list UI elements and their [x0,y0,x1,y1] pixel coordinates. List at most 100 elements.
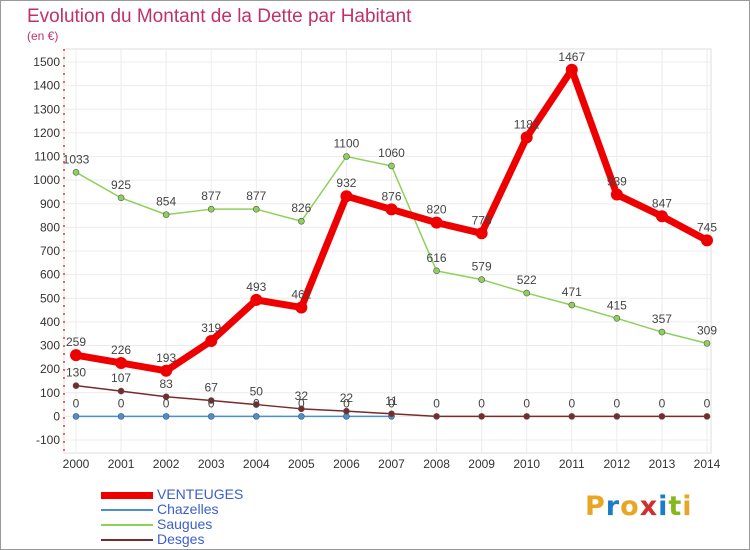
data-point-venteuges [160,364,173,377]
x-tick-label: 2008 [423,457,450,471]
data-point-saugues [252,205,260,213]
data-label-venteuges: 775 [472,213,492,227]
data-point-venteuges [115,356,128,369]
data-label-desges: 11 [385,394,398,408]
y-tick-label: 900 [40,197,60,211]
data-label-venteuges: 932 [336,176,356,190]
data-label-venteuges: 1467 [558,50,585,64]
legend-item: Desges [101,532,321,547]
x-tick-label: 2002 [153,457,180,471]
y-tick-label: 1300 [33,102,60,116]
data-point-saugues [117,194,125,202]
legend-swatch [101,509,153,511]
data-label-desges: 50 [250,385,264,399]
data-point-desges [523,413,531,420]
data-point-saugues [207,205,215,213]
data-point-saugues [613,315,621,322]
data-label-saugues: 1060 [378,146,405,160]
data-label-venteuges: 319 [201,321,221,335]
data-point-saugues [523,289,531,297]
data-label-desges: 0 [433,396,440,410]
data-point-venteuges [385,203,398,216]
data-label-saugues: 522 [517,273,537,287]
data-label-chazelles: 0 [343,396,350,410]
data-point-chazelles [72,413,80,420]
legend-item: VENTEUGES [101,487,321,502]
legend-label: Desges [157,531,205,547]
data-label-venteuges: 939 [607,175,627,189]
data-point-saugues [72,169,80,176]
data-label-venteuges: 461 [291,287,311,301]
data-label-saugues: 925 [111,178,131,192]
data-label-desges: 0 [478,396,485,410]
data-label-saugues: 616 [427,251,447,265]
y-tick-label: 1400 [33,79,60,93]
data-point-desges [162,393,170,401]
data-label-saugues: 579 [472,260,492,274]
data-label-chazelles: 0 [208,396,215,410]
data-label-venteuges: 226 [111,343,131,357]
data-point-desges [117,387,125,395]
data-point-desges [613,413,621,420]
data-point-desges [298,405,305,413]
x-tick-label: 2000 [63,457,90,471]
y-tick-label: 700 [40,244,60,258]
data-label-chazelles: 0 [73,396,80,410]
logo-letter: r [605,491,621,522]
logo-letter: i [658,491,669,522]
data-label-saugues: 357 [652,312,672,326]
data-label-venteuges: 745 [697,220,717,234]
data-point-venteuges [250,293,263,306]
x-tick-label: 2006 [333,457,360,471]
x-tick-label: 2011 [559,457,585,471]
data-point-desges [388,410,395,418]
y-tick-label: 500 [40,291,60,305]
data-label-desges: 0 [568,396,575,410]
data-point-venteuges [295,301,308,314]
legend-swatch [101,524,153,526]
data-label-saugues: 1033 [63,152,90,166]
x-tick-label: 2012 [604,457,631,471]
data-point-saugues [343,153,350,160]
data-point-chazelles [298,413,305,420]
x-tick-label: 2005 [288,457,315,471]
y-tick-label: 600 [40,268,60,282]
x-tick-label: 2014 [694,457,721,471]
data-point-chazelles [252,413,260,420]
data-label-desges: 0 [659,396,666,410]
data-point-venteuges [475,227,488,240]
data-label-saugues: 471 [562,285,582,299]
data-point-desges [433,413,440,420]
data-label-venteuges: 1181 [514,117,540,131]
x-tick-label: 2001 [108,457,135,471]
legend-label: Chazelles [157,501,219,517]
y-tick-label: 1200 [33,126,60,140]
data-label-desges: 83 [159,377,173,391]
data-label-chazelles: 0 [163,396,170,410]
data-label-chazelles: 0 [118,396,125,410]
data-label-desges: 107 [111,371,131,385]
data-point-venteuges [340,190,353,203]
x-tick-label: 2007 [378,457,405,471]
data-point-venteuges [205,335,218,348]
data-point-saugues [568,301,576,309]
legend-item: Saugues [101,517,321,532]
data-label-desges: 0 [704,396,711,410]
data-point-desges [72,382,80,389]
data-label-desges: 130 [66,366,86,380]
data-label-saugues: 415 [607,298,627,312]
logo-letter: x [639,491,659,522]
data-label-venteuges: 820 [427,203,447,217]
data-point-desges [568,413,576,420]
legend-swatch [101,492,153,499]
data-point-desges [703,413,711,420]
y-tick-label: 1000 [33,173,60,187]
data-point-venteuges [70,349,82,362]
legend-label: Saugues [157,516,213,532]
data-label-saugues: 309 [697,323,717,337]
data-label-venteuges: 847 [652,196,672,210]
data-point-saugues [388,162,395,170]
x-tick-label: 2013 [649,457,676,471]
logo-letter: t [668,491,683,522]
